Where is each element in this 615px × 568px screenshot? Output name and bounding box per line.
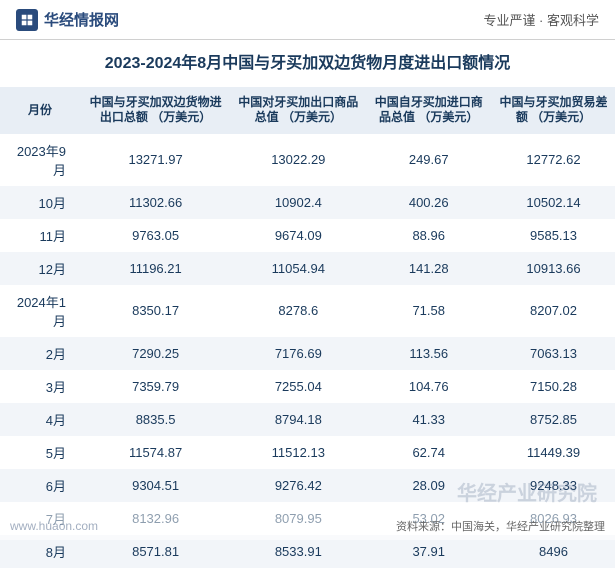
table-row: 4月8835.58794.1841.338752.85 xyxy=(0,403,615,436)
table-cell: 10月 xyxy=(0,186,80,219)
header-left: 华经情报网 xyxy=(16,9,119,31)
table-cell: 2023年9月 xyxy=(0,134,80,186)
table-cell: 8794.18 xyxy=(231,403,365,436)
table-cell: 10902.4 xyxy=(231,186,365,219)
table-cell: 8350.17 xyxy=(80,285,231,337)
table-cell: 141.28 xyxy=(365,252,492,285)
col-balance: 中国与牙买加贸易差额 （万美元） xyxy=(492,87,615,134)
table-header-row: 月份 中国与牙买加双边货物进出口总额 （万美元） 中国对牙买加出口商品总值 （万… xyxy=(0,87,615,134)
table-cell: 41.33 xyxy=(365,403,492,436)
table-cell: 88.96 xyxy=(365,219,492,252)
table-cell: 7290.25 xyxy=(80,337,231,370)
table-cell: 11196.21 xyxy=(80,252,231,285)
table-cell: 11054.94 xyxy=(231,252,365,285)
col-month: 月份 xyxy=(0,87,80,134)
table-cell: 7150.28 xyxy=(492,370,615,403)
table-cell: 11302.66 xyxy=(80,186,231,219)
table-cell: 10913.66 xyxy=(492,252,615,285)
table-cell: 13022.29 xyxy=(231,134,365,186)
footer-source: 资料来源：中国海关，华经产业研究院整理 xyxy=(396,518,605,534)
table-cell: 7359.79 xyxy=(80,370,231,403)
table-cell: 9304.51 xyxy=(80,469,231,502)
col-import: 中国自牙买加进口商品总值 （万美元） xyxy=(365,87,492,134)
table-cell: 400.26 xyxy=(365,186,492,219)
table-row: 10月11302.6610902.4400.2610502.14 xyxy=(0,186,615,219)
table-cell: 2024年1月 xyxy=(0,285,80,337)
table-cell: 11449.39 xyxy=(492,436,615,469)
table-cell: 62.74 xyxy=(365,436,492,469)
table-cell: 11512.13 xyxy=(231,436,365,469)
table-row: 2月7290.257176.69113.567063.13 xyxy=(0,337,615,370)
data-table: 月份 中国与牙买加双边货物进出口总额 （万美元） 中国对牙买加出口商品总值 （万… xyxy=(0,87,615,568)
table-cell: 8278.6 xyxy=(231,285,365,337)
site-name: 华经情报网 xyxy=(44,9,119,30)
page-title: 2023-2024年8月中国与牙买加双边货物月度进出口额情况 xyxy=(0,40,615,87)
table-cell: 10502.14 xyxy=(492,186,615,219)
table-row: 2023年9月13271.9713022.29249.6712772.62 xyxy=(0,134,615,186)
table-cell: 13271.97 xyxy=(80,134,231,186)
table-cell: 113.56 xyxy=(365,337,492,370)
table-cell: 7176.69 xyxy=(231,337,365,370)
table-cell: 8752.85 xyxy=(492,403,615,436)
table-cell: 7063.13 xyxy=(492,337,615,370)
col-total: 中国与牙买加双边货物进出口总额 （万美元） xyxy=(80,87,231,134)
footer: www.huaon.com 资料来源：中国海关，华经产业研究院整理 xyxy=(0,512,615,540)
table-cell: 11574.87 xyxy=(80,436,231,469)
table-cell: 5月 xyxy=(0,436,80,469)
table-row: 3月7359.797255.04104.767150.28 xyxy=(0,370,615,403)
table-body: 2023年9月13271.9713022.29249.6712772.6210月… xyxy=(0,134,615,568)
table-cell: 9585.13 xyxy=(492,219,615,252)
table-cell: 9763.05 xyxy=(80,219,231,252)
footer-url: www.huaon.com xyxy=(10,519,98,533)
table-cell: 249.67 xyxy=(365,134,492,186)
table-cell: 8835.5 xyxy=(80,403,231,436)
table-cell: 71.58 xyxy=(365,285,492,337)
table-cell: 104.76 xyxy=(365,370,492,403)
logo-icon xyxy=(16,9,38,31)
table-cell: 3月 xyxy=(0,370,80,403)
table-row: 12月11196.2111054.94141.2810913.66 xyxy=(0,252,615,285)
col-export: 中国对牙买加出口商品总值 （万美元） xyxy=(231,87,365,134)
site-header: 华经情报网 专业严谨 · 客观科学 xyxy=(0,0,615,40)
table-cell: 8207.02 xyxy=(492,285,615,337)
table-cell: 2月 xyxy=(0,337,80,370)
table-cell: 7255.04 xyxy=(231,370,365,403)
table-row: 6月9304.519276.4228.099248.33 xyxy=(0,469,615,502)
table-cell: 9276.42 xyxy=(231,469,365,502)
table-cell: 6月 xyxy=(0,469,80,502)
table-cell: 4月 xyxy=(0,403,80,436)
table-row: 11月9763.059674.0988.969585.13 xyxy=(0,219,615,252)
table-cell: 28.09 xyxy=(365,469,492,502)
table-cell: 9674.09 xyxy=(231,219,365,252)
table-cell: 9248.33 xyxy=(492,469,615,502)
table-cell: 11月 xyxy=(0,219,80,252)
table-cell: 12月 xyxy=(0,252,80,285)
table-row: 5月11574.8711512.1362.7411449.39 xyxy=(0,436,615,469)
header-tagline: 专业严谨 · 客观科学 xyxy=(483,10,599,29)
table-row: 2024年1月8350.178278.671.588207.02 xyxy=(0,285,615,337)
table-cell: 12772.62 xyxy=(492,134,615,186)
